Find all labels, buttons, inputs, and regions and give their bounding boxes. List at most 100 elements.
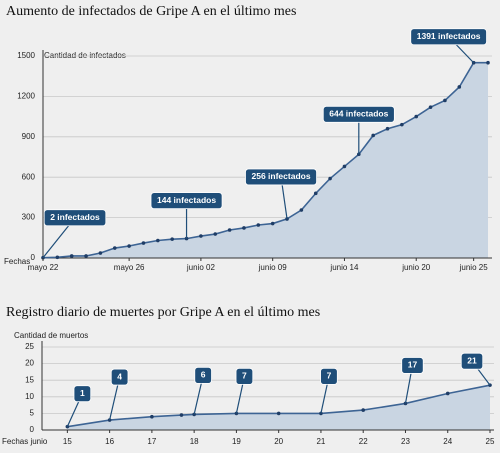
y-tick-label: 300 — [22, 213, 36, 222]
annotation-box — [73, 385, 92, 403]
x-tick-label: junio 20 — [401, 263, 431, 272]
x-tick-label: 25 — [486, 437, 495, 446]
annotation-box — [320, 367, 338, 385]
point — [112, 246, 117, 250]
point — [227, 228, 232, 232]
point — [69, 254, 74, 258]
x-tick-label: 16 — [105, 437, 114, 446]
y-tick-label: 1200 — [17, 92, 35, 101]
point — [55, 255, 60, 260]
y-tick-label: 15 — [25, 375, 34, 384]
point — [170, 237, 174, 241]
area — [67, 385, 490, 430]
point — [141, 241, 146, 245]
point — [84, 254, 88, 258]
y-tick-label: 0 — [31, 253, 36, 262]
point — [445, 391, 450, 396]
x-tick-label: junio 09 — [258, 263, 288, 272]
y-tick-label: 900 — [22, 132, 36, 141]
point — [127, 244, 131, 248]
x-tick-label: mayo 22 — [28, 263, 59, 272]
annotation: 17 — [408, 360, 418, 370]
annotation-box — [322, 105, 395, 123]
annotation: 21 — [467, 355, 477, 365]
point — [328, 176, 332, 181]
x-axis-label: Fechas junio — [2, 437, 48, 446]
y-tick-label: 5 — [30, 409, 35, 418]
point — [400, 122, 404, 127]
annotation: 1 — [80, 388, 85, 398]
point — [270, 221, 275, 226]
point — [285, 217, 289, 221]
point — [98, 251, 103, 255]
x-tick-label: 22 — [359, 437, 368, 446]
annotation: 256 infectados — [252, 171, 311, 181]
y-tick-label: 20 — [25, 359, 34, 368]
point — [256, 223, 261, 227]
annotation-box — [235, 367, 254, 385]
point — [242, 226, 246, 230]
annotation: 644 infectados — [329, 109, 388, 119]
x-tick-label: 20 — [274, 437, 283, 446]
point — [299, 208, 304, 212]
point — [234, 411, 239, 416]
annotation: 1391 infectados — [417, 31, 481, 41]
point — [199, 234, 203, 238]
point — [371, 133, 375, 138]
annotation: 4 — [117, 371, 122, 381]
annotation-box — [245, 168, 317, 186]
annotation: 7 — [327, 371, 332, 381]
y-tick-label: 10 — [25, 392, 34, 401]
x-tick-label: 17 — [147, 437, 156, 446]
y-tick-label: 0 — [30, 425, 35, 434]
point — [457, 85, 462, 89]
annotation-box — [150, 192, 223, 210]
point — [150, 414, 154, 419]
x-tick-label: junio 02 — [186, 263, 216, 272]
point — [443, 98, 447, 103]
x-axis-label: Fechas — [4, 257, 30, 266]
point — [313, 191, 318, 196]
line — [42, 61, 488, 259]
point — [342, 164, 347, 169]
annotation-box — [401, 357, 424, 374]
annotation: 2 infectados — [50, 212, 100, 222]
annotation: 7 — [242, 371, 247, 381]
point — [385, 126, 390, 131]
x-tick-label: 19 — [232, 437, 241, 446]
point — [213, 232, 218, 236]
chart-title: Aumento de infectados de Gripe A en el ú… — [6, 4, 296, 19]
line — [67, 384, 491, 428]
point — [428, 105, 433, 109]
point — [156, 238, 160, 243]
point — [361, 408, 366, 412]
point — [486, 60, 490, 65]
point — [107, 418, 112, 422]
x-tick-label: mayo 26 — [114, 263, 145, 272]
point — [414, 114, 419, 119]
annotation: 6 — [201, 370, 206, 380]
x-tick-label: 21 — [316, 437, 325, 446]
y-axis-label: Cantidad de muertos — [14, 331, 88, 340]
annotation-box — [43, 209, 107, 227]
annotation-box — [410, 28, 487, 46]
point — [319, 411, 323, 416]
x-tick-label: junio 25 — [459, 263, 489, 272]
annotation-box — [110, 368, 129, 386]
y-tick-label: 600 — [22, 172, 36, 181]
x-tick-label: junio 14 — [329, 263, 359, 272]
y-tick-label: 1500 — [17, 51, 35, 60]
point — [179, 413, 184, 417]
annotation-box — [460, 352, 484, 370]
point — [276, 411, 281, 416]
chart-title: Registro diario de muertes por Gripe A e… — [6, 305, 320, 320]
x-tick-label: 24 — [443, 437, 452, 446]
x-tick-label: 23 — [401, 437, 410, 446]
x-tick-label: 18 — [190, 437, 199, 446]
y-tick-label: 25 — [25, 342, 34, 351]
annotation: 144 infectados — [157, 195, 216, 205]
annotation-box — [194, 366, 212, 384]
area — [43, 62, 488, 258]
x-tick-label: 15 — [63, 437, 72, 446]
